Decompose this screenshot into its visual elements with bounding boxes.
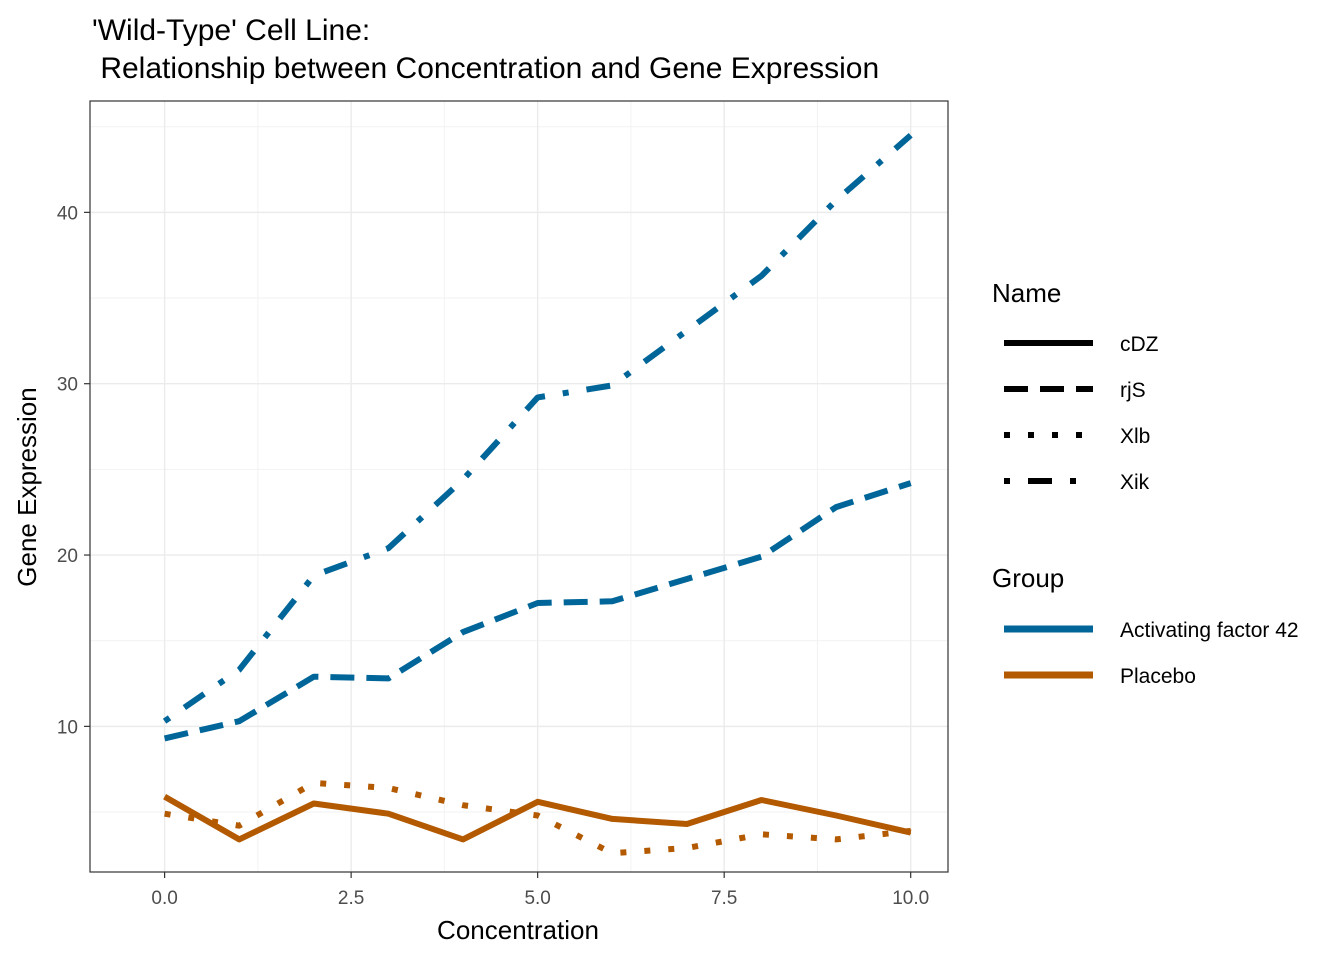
axis-ticks: 0.0 2.5 5.0 7.5 10.0 10 20 30 40 [57, 203, 929, 909]
grid-minor [90, 101, 948, 872]
chart-title-line1: 'Wild-Type' Cell Line: [92, 14, 370, 47]
legend-label-rjs: rjS [1120, 379, 1146, 402]
x-tick-label: 7.5 [711, 888, 737, 909]
legend-group-title: Group [992, 563, 1064, 593]
y-axis-title: Gene Expression [12, 387, 42, 586]
legend-label-group-1: Placebo [1120, 665, 1196, 688]
x-tick-label: 2.5 [338, 888, 364, 909]
x-tick-label: 0.0 [151, 888, 177, 909]
x-tick-label: 10.0 [892, 888, 929, 909]
y-tick-label: 10 [57, 717, 78, 738]
legend-name: Name cDZ rjS Xlb Xik [992, 278, 1159, 494]
legend-label-xlb: Xlb [1120, 425, 1150, 448]
panel-border [90, 101, 948, 872]
x-axis-title: Concentration [437, 915, 599, 945]
x-tick-label: 5.0 [524, 888, 550, 909]
legend-name-title: Name [992, 278, 1061, 308]
y-tick-label: 20 [57, 546, 78, 567]
y-tick-label: 30 [57, 375, 78, 396]
y-tick-label: 40 [57, 203, 78, 224]
legend-label-cdz: cDZ [1120, 333, 1159, 356]
grid-major [90, 101, 948, 872]
legend-label-xik: Xik [1120, 471, 1150, 494]
chart-title-line2: Relationship between Concentration and G… [92, 52, 879, 85]
legend-group: Group Activating factor 42 Placebo [992, 563, 1299, 688]
legend-label-group-0: Activating factor 42 [1120, 619, 1299, 642]
